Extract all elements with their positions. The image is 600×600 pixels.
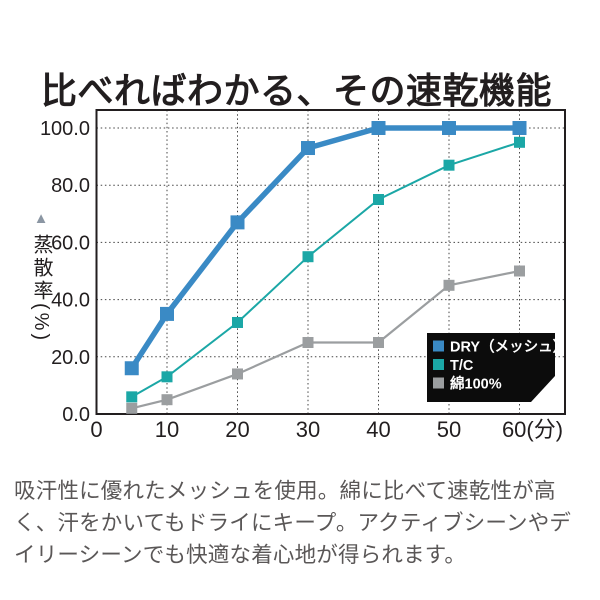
data-point-dry-mesh — [371, 121, 386, 135]
x-tick-label: 50 — [437, 417, 461, 442]
x-tick-label: 10 — [155, 417, 179, 442]
data-point-cotton-100 — [232, 368, 243, 380]
data-point-tc — [126, 391, 138, 403]
data-point-tc — [302, 251, 314, 263]
data-point-dry-mesh — [442, 121, 456, 135]
data-point-dry-mesh — [124, 361, 139, 376]
legend-swatch-dry-mesh — [433, 340, 444, 352]
y-tick-label: 80.0 — [51, 175, 90, 197]
y-tick-label: 40.0 — [51, 290, 90, 312]
series-line-dry-mesh — [129, 125, 520, 370]
x-tick-label: 20 — [225, 417, 249, 442]
legend-label-tc: T/C — [450, 358, 474, 374]
data-point-cotton-100 — [443, 279, 455, 291]
data-point-cotton-100 — [514, 265, 525, 277]
x-tick-label: 30 — [296, 417, 320, 442]
data-point-cotton-100 — [373, 337, 384, 348]
x-tick-label: 60(分) — [502, 417, 563, 442]
legend-label-dry-mesh: DRY（メッシュ） — [450, 338, 567, 356]
data-point-dry-mesh — [160, 306, 174, 321]
y-axis-marker-icon: ▲ — [33, 210, 49, 227]
data-point-tc — [443, 159, 455, 171]
data-point-cotton-100 — [302, 337, 314, 348]
x-tick-label: 0 — [90, 417, 102, 442]
data-point-dry-mesh — [230, 215, 245, 230]
legend-label-cotton-100: 綿100% — [450, 375, 502, 393]
y-tick-label: 0.0 — [62, 404, 90, 426]
data-point-cotton-100 — [126, 402, 138, 414]
y-axis-title: ▲ 蒸散率(%) — [24, 211, 58, 343]
data-point-tc — [232, 316, 243, 328]
data-point-dry-mesh — [512, 121, 527, 135]
y-tick-label: 60.0 — [51, 232, 90, 254]
data-point-tc — [514, 136, 525, 148]
y-tick-label: 100.0 — [40, 118, 90, 140]
y-tick-label: 20.0 — [51, 347, 90, 369]
legend-swatch-cotton-100 — [433, 377, 444, 389]
data-point-cotton-100 — [161, 394, 173, 406]
page-title: 比べればわかる、その速乾機能 — [41, 70, 553, 112]
data-point-tc — [161, 371, 173, 383]
description-text: 吸汗性に優れたメッシュを使用。綿に比べて速乾性が高く、汗をかいてもドライにキープ… — [14, 478, 572, 567]
plot-border — [95, 109, 566, 415]
data-point-tc — [373, 194, 384, 205]
chart-canvas: 0.0 20.0 40.0 60.0 80.0 100.0 0 10 20 30 40 50 60(分)… — [40, 109, 567, 442]
evaporation-rate-chart: 0.0 20.0 40.0 60.0 80.0 100.0 0 10 20 30 40 50 60(分)… — [24, 109, 567, 442]
x-tick-label: 40 — [366, 417, 390, 442]
y-axis-label: 蒸散率(%) — [30, 234, 52, 344]
legend-swatch-tc — [433, 359, 444, 370]
data-point-dry-mesh — [301, 141, 315, 156]
legend-box — [427, 333, 555, 402]
